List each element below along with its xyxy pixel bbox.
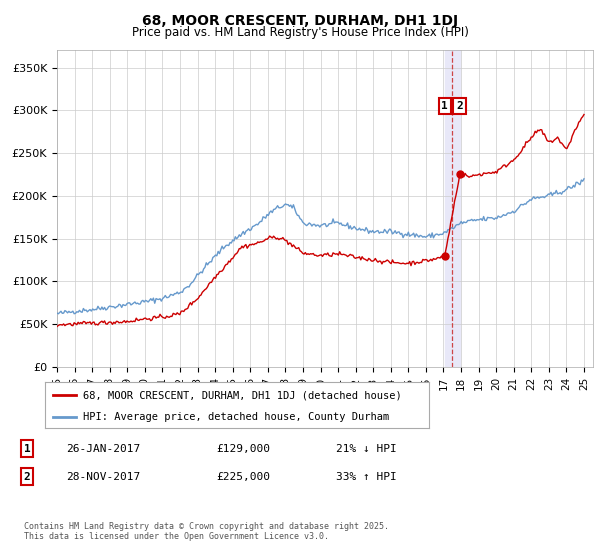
Text: Contains HM Land Registry data © Crown copyright and database right 2025.
This d: Contains HM Land Registry data © Crown c…	[24, 522, 389, 542]
Text: 33% ↑ HPI: 33% ↑ HPI	[336, 472, 397, 482]
Text: £225,000: £225,000	[216, 472, 270, 482]
Text: 1: 1	[23, 444, 31, 454]
Text: 28-NOV-2017: 28-NOV-2017	[66, 472, 140, 482]
Text: 26-JAN-2017: 26-JAN-2017	[66, 444, 140, 454]
Text: 68, MOOR CRESCENT, DURHAM, DH1 1DJ (detached house): 68, MOOR CRESCENT, DURHAM, DH1 1DJ (deta…	[83, 390, 402, 400]
Text: 68, MOOR CRESCENT, DURHAM, DH1 1DJ: 68, MOOR CRESCENT, DURHAM, DH1 1DJ	[142, 14, 458, 28]
Text: 21% ↓ HPI: 21% ↓ HPI	[336, 444, 397, 454]
Text: £129,000: £129,000	[216, 444, 270, 454]
Text: Price paid vs. HM Land Registry's House Price Index (HPI): Price paid vs. HM Land Registry's House …	[131, 26, 469, 39]
Text: 2: 2	[23, 472, 31, 482]
Bar	[445, 50, 460, 367]
Text: 1: 1	[442, 101, 448, 111]
Text: HPI: Average price, detached house, County Durham: HPI: Average price, detached house, Coun…	[83, 412, 389, 422]
Text: 2: 2	[456, 101, 463, 111]
